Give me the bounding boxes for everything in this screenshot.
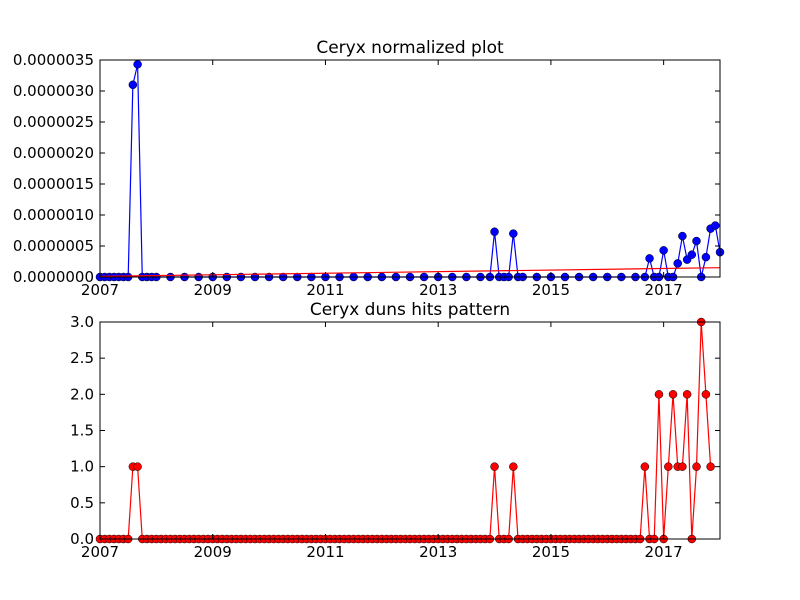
y-tick-label-1: 0.5 (70, 494, 94, 512)
x-tick-label-4: 2015 (532, 281, 570, 299)
x-tick-label-4: 2015 (532, 543, 570, 561)
series-line-1 (99, 267, 721, 277)
x-tick-label-1: 2009 (194, 543, 232, 561)
x-tick-label-5: 2017 (645, 281, 683, 299)
x-tick-label-2: 2011 (306, 281, 344, 299)
y-tick-label-4: 0.0000020 (13, 144, 94, 162)
plot-frame (99, 321, 721, 540)
x-tick-label-2: 2011 (306, 543, 344, 561)
chart-normalized-plot: Ceryx normalized plot 2007 2009 2011 2013 20… (13, 38, 725, 299)
data-point-0-63 (692, 236, 701, 246)
series-line-0 (100, 64, 721, 278)
axis-layer: 2007 2009 2011 2013 2015 2017 0.0000000 0.00000… (13, 51, 720, 299)
y-tick-label-5: 2.5 (70, 349, 94, 367)
x-tick-label-0: 2007 (81, 543, 119, 561)
x-tick-label-3: 2013 (419, 281, 457, 299)
y-tick-label-3: 1.5 (70, 422, 94, 440)
data-point-0-127 (692, 462, 701, 471)
data-point-0-62 (687, 250, 697, 259)
data-point-0-41 (509, 229, 518, 238)
plot-frame (99, 59, 721, 278)
data-point-0-65 (701, 252, 711, 262)
series-layer (95, 317, 715, 544)
data-point-0-116 (640, 462, 650, 471)
y-tick-label-6: 0.0000030 (13, 82, 94, 100)
data-point-0-129 (701, 390, 711, 399)
y-tick-label-7: 0.0000035 (13, 51, 94, 69)
chart-title: Ceryx duns hits pattern (310, 300, 510, 320)
x-tick-label-1: 2009 (194, 281, 232, 299)
y-tick-label-2: 0.0000010 (13, 206, 94, 224)
y-tick-label-2: 1.0 (70, 458, 94, 476)
chart-duns-hits-pattern: Ceryx duns hits pattern 2007 2009 2011 2013… (70, 300, 721, 561)
data-point-0-8 (133, 462, 142, 471)
y-tick-label-1: 0.0000005 (13, 237, 94, 255)
chart-title: Ceryx normalized plot (316, 38, 504, 58)
data-point-0-130 (706, 462, 715, 471)
data-point-0-88 (509, 462, 518, 471)
y-tick-label-6: 3.0 (70, 313, 94, 331)
data-point-0-124 (678, 462, 687, 471)
data-point-0-8 (133, 60, 142, 69)
y-tick-label-5: 0.0000025 (13, 113, 94, 131)
data-point-0-119 (654, 390, 664, 399)
axis-layer: 2007 2009 2011 2013 2015 2017 0.0 0.5 1.0 1.5 2.0 2… (70, 313, 720, 561)
y-tick-label-3: 0.0000015 (13, 175, 94, 193)
x-tick-label-3: 2013 (419, 543, 457, 561)
x-tick-label-5: 2017 (645, 543, 683, 561)
y-tick-label-0: 0.0000000 (13, 268, 94, 286)
data-point-0-125 (682, 390, 692, 399)
series-layer (95, 60, 725, 282)
data-point-0-121 (664, 462, 673, 471)
data-point-0-59 (673, 259, 682, 268)
series-line-0 (100, 321, 712, 540)
y-tick-label-0: 0.0 (70, 530, 94, 548)
data-point-0-122 (668, 390, 678, 399)
data-point-0-53 (645, 254, 654, 263)
data-point-0-67 (711, 221, 720, 230)
x-tick-label-0: 2007 (81, 281, 119, 299)
data-point-0-84 (490, 462, 499, 471)
data-point-0-60 (678, 231, 687, 241)
data-point-0-37 (490, 227, 499, 236)
y-tick-label-4: 2.0 (70, 385, 94, 403)
data-point-0-7 (128, 80, 138, 90)
data-point-0-56 (659, 246, 668, 255)
